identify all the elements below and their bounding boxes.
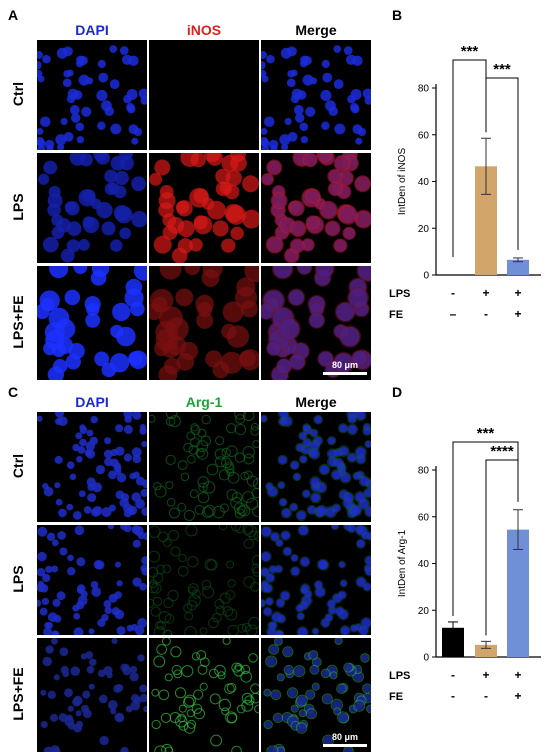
column-title-dapi: DAPI [75, 22, 109, 38]
condition-sign: + [482, 668, 489, 682]
condition-sign: - [484, 689, 488, 703]
significance-label-0: *** [461, 43, 479, 60]
micrograph-c-2-2 [261, 638, 371, 752]
micrograph-a-1-2 [261, 153, 371, 263]
y-tick-label: 40 [418, 177, 430, 188]
micrograph-c-1-2 [261, 525, 371, 635]
condition-sign: + [514, 668, 521, 682]
scalebar-label-c: 80 μm [331, 732, 359, 742]
chart-b: 0 20 40 60 80 IntDen of iNOS *** *** LPS - + + FE – - + [383, 30, 545, 330]
scalebar-a [323, 372, 367, 375]
condition-sign: - [451, 668, 455, 682]
y-axis-label: IntDen of Arg-1 [397, 529, 408, 597]
column-title-merge: Merge [295, 394, 337, 410]
condition-sign: + [514, 286, 521, 300]
condition-sign: - [484, 307, 488, 321]
chart-b-svg: 0 20 40 60 80 IntDen of iNOS *** *** LPS - + + FE – - + [389, 43, 541, 321]
significance-label-1: **** [490, 443, 514, 460]
micrograph-c-2-0 [37, 638, 147, 752]
significance-bracket-1 [485, 459, 519, 636]
micrograph-a-2-2 [261, 266, 371, 380]
scalebar-c [323, 744, 367, 747]
micrograph-c-0-1 [149, 412, 259, 522]
bar-1 [475, 166, 497, 275]
row-label-ctrl: Ctrl [10, 81, 26, 107]
y-tick-label: 80 [418, 466, 430, 477]
bar-2 [507, 529, 529, 657]
condition-sign: – [450, 307, 457, 321]
panel-letter-b: B [392, 7, 403, 23]
condition-sign: - [451, 286, 455, 300]
y-tick-label: 0 [423, 653, 429, 664]
y-tick-label: 40 [418, 559, 430, 570]
significance-bracket-1 [485, 77, 519, 250]
bar-0 [442, 627, 464, 657]
condition-sign: + [514, 307, 521, 321]
micrograph-a-2-0 [37, 266, 147, 380]
condition-label-fe: FE [389, 309, 403, 321]
chart-d: 0 20 40 60 80 IntDen of Arg-1 *** **** LPS - + + FE -… [383, 412, 545, 712]
panel-letter-d: D [392, 384, 403, 400]
row-label-lps-fe: LPS+FE [10, 667, 26, 721]
column-title-merge: Merge [295, 22, 337, 38]
row-label-lps: LPS [10, 193, 26, 221]
micrograph-c-2-1 [149, 638, 259, 752]
micrograph-a-1-1 [149, 153, 259, 263]
condition-label-lps: LPS [389, 670, 410, 682]
bar-1 [475, 644, 497, 657]
column-title-inos: iNOS [186, 22, 222, 38]
significance-label-0: *** [477, 425, 495, 442]
y-axis-label: IntDen of iNOS [397, 148, 408, 216]
micrograph-c-0-0 [37, 412, 147, 522]
y-tick-label: 20 [418, 606, 430, 617]
bar-2 [507, 259, 529, 275]
y-tick-label: 0 [423, 271, 429, 282]
row-label-lps-fe: LPS+FE [10, 295, 26, 349]
y-tick-label: 60 [418, 130, 430, 141]
column-title-arg-1: Arg-1 [185, 394, 223, 410]
condition-sign: + [482, 286, 489, 300]
micrograph-c-1-0 [37, 525, 147, 635]
column-title-dapi: DAPI [75, 394, 109, 410]
scalebar-label-a: 80 μm [331, 360, 359, 370]
y-tick-label: 80 [418, 84, 430, 95]
y-tick-label: 60 [418, 512, 430, 523]
micrograph-a-0-1 [149, 40, 259, 150]
row-label-lps: LPS [10, 565, 26, 593]
micrograph-a-0-0 [37, 40, 147, 150]
row-label-ctrl: Ctrl [10, 453, 26, 479]
micrograph-a-0-2 [261, 40, 371, 150]
micrograph-a-1-0 [37, 153, 147, 263]
micrograph-c-1-1 [149, 525, 259, 635]
condition-label-fe: FE [389, 691, 403, 703]
condition-sign: + [514, 689, 521, 703]
chart-d-svg: 0 20 40 60 80 IntDen of Arg-1 ******* LPS - + + FE -… [389, 425, 541, 703]
micrograph-c-0-2 [261, 412, 371, 522]
significance-label-1: *** [493, 61, 511, 78]
micrograph-a-2-1 [149, 266, 259, 380]
condition-label-lps: LPS [389, 288, 410, 300]
panel-letter-a: A [8, 7, 19, 23]
condition-sign: - [451, 689, 455, 703]
panel-letter-c: C [8, 384, 19, 400]
y-tick-label: 20 [418, 224, 430, 235]
